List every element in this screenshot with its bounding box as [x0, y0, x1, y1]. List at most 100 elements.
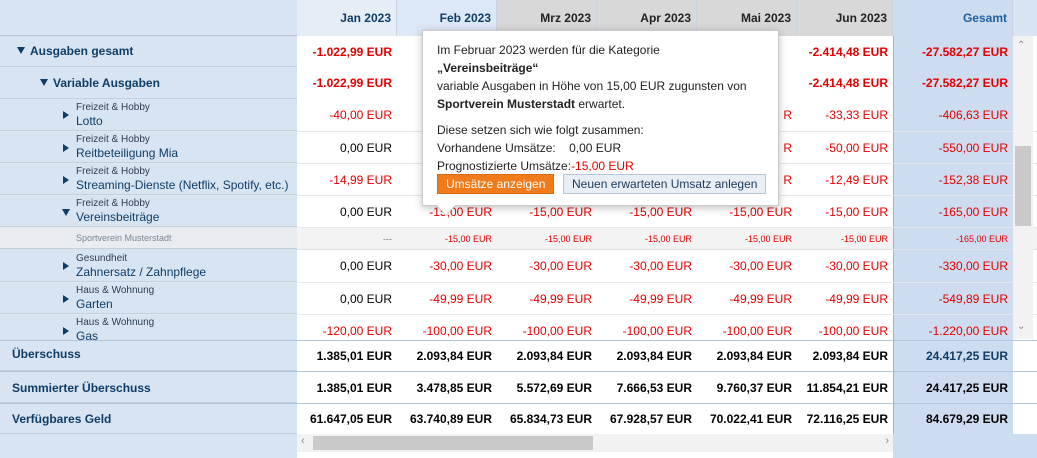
- show-transactions-button[interactable]: Umsätze anzeigen: [437, 174, 555, 194]
- cell-value[interactable]: -120,00 EUR: [322, 324, 392, 338]
- collapse-triangle-icon[interactable]: [17, 47, 25, 54]
- row-label[interactable]: Variable Ausgaben: [0, 67, 297, 99]
- table-row[interactable]: Haus & Wohnung Gas -120,00 EUR -100,00 E…: [0, 315, 1037, 340]
- cell-value[interactable]: -15,00 EUR: [529, 204, 592, 219]
- row-label[interactable]: Freizeit & Hobby Streaming-Dienste (Netf…: [0, 164, 297, 195]
- cell-total: -330,00 EUR: [893, 250, 1013, 282]
- cell-value[interactable]: -100,00 EUR: [622, 324, 692, 338]
- cell-total: 24.417,25 EUR: [893, 372, 1013, 403]
- cell-value[interactable]: 0,00 EUR: [339, 204, 392, 219]
- cell-value[interactable]: -15,00 EUR: [840, 233, 888, 244]
- cell-value[interactable]: -100,00 EUR: [522, 324, 592, 338]
- table-row[interactable]: Haus & Wohnung Garten 0,00 EUR -49,99 EU…: [0, 283, 1037, 315]
- table-row-sub[interactable]: Sportverein Musterstadt --- -15,00 EUR -…: [0, 228, 1037, 250]
- row-label[interactable]: Freizeit & Hobby Lotto: [0, 99, 297, 131]
- table-row[interactable]: Freizeit & Hobby Streaming-Dienste (Netf…: [0, 164, 1037, 196]
- cell-value[interactable]: -30,00 EUR: [529, 259, 592, 273]
- cell-value[interactable]: 0,00 EUR: [339, 259, 392, 273]
- cell-value[interactable]: -30,00 EUR: [729, 259, 792, 273]
- scroll-thumb[interactable]: [1015, 146, 1031, 226]
- cell-value[interactable]: -30,00 EUR: [629, 259, 692, 273]
- cell-value: -1.022,99 EUR: [312, 44, 392, 59]
- expand-triangle-icon[interactable]: [63, 262, 69, 270]
- col-header-jan[interactable]: Jan 2023: [297, 0, 397, 36]
- table-row[interactable]: Variable Ausgaben -1.022,99 EUR -2 -2.41…: [0, 67, 1037, 99]
- row-label[interactable]: Ausgaben gesamt: [0, 36, 297, 67]
- cell-value[interactable]: -49,99 EUR: [629, 291, 692, 306]
- cell-value[interactable]: -15,00 EUR: [544, 233, 592, 244]
- scroll-thumb[interactable]: [313, 436, 593, 450]
- summary-label: Überschuss: [0, 341, 297, 371]
- cell-value[interactable]: -49,99 EUR: [825, 291, 888, 306]
- cell-value[interactable]: 0,00 EUR: [339, 291, 392, 306]
- cell-value[interactable]: -100,00 EUR: [818, 324, 888, 338]
- row-label[interactable]: Haus & Wohnung Gas: [0, 315, 297, 340]
- cell-value[interactable]: -100,00 EUR: [422, 324, 492, 338]
- cell-value[interactable]: R: [783, 140, 792, 155]
- cell-total: -1.220,00 EUR: [893, 315, 1013, 340]
- cell-total: -165,00 EUR: [893, 196, 1013, 227]
- cell-value[interactable]: -14,99 EUR: [329, 172, 392, 187]
- cell-value[interactable]: -49,99 EUR: [429, 291, 492, 306]
- horizontal-scrollbar[interactable]: ‹ ›: [297, 434, 893, 452]
- cell-total: -165,00 EUR: [893, 228, 1013, 249]
- cell-value: -2.414,48 EUR: [808, 76, 888, 90]
- vertical-scrollbar[interactable]: ⌃ ⌄: [1013, 36, 1033, 339]
- cell-value[interactable]: -15,00 EUR: [644, 233, 692, 244]
- collapse-triangle-icon[interactable]: [40, 79, 48, 86]
- cell-value[interactable]: -15,00 EUR: [729, 204, 792, 219]
- summary-row: Verfügbares Geld 61.647,05 EUR 63.740,89…: [0, 403, 1037, 434]
- cell-value[interactable]: -15,00 EUR: [825, 204, 888, 219]
- cell-value: 65.834,73 EUR: [509, 412, 592, 426]
- cell-value: 11.854,21 EUR: [806, 380, 888, 395]
- expand-triangle-icon[interactable]: [63, 295, 69, 303]
- new-expected-transaction-button[interactable]: Neuen erwarteten Umsatz anlegen: [563, 174, 767, 194]
- tooltip-category: „Vereinsbeiträge“: [437, 61, 539, 75]
- cell-value[interactable]: -12,49 EUR: [825, 172, 888, 187]
- expand-triangle-icon[interactable]: [63, 111, 69, 119]
- expand-triangle-icon[interactable]: [63, 176, 69, 184]
- scroll-right-icon[interactable]: ›: [885, 435, 889, 447]
- cell-value[interactable]: -33,33 EUR: [825, 108, 888, 122]
- cell-total: -406,63 EUR: [893, 99, 1013, 131]
- tooltip-label: Prognostizierte Umsätze:: [437, 159, 572, 173]
- row-label[interactable]: Freizeit & Hobby Reitbeteiligung Mia: [0, 132, 297, 163]
- cell-value[interactable]: -30,00 EUR: [825, 259, 888, 273]
- cell-value[interactable]: -30,00 EUR: [429, 259, 492, 273]
- table-row[interactable]: Freizeit & Hobby Vereinsbeiträge 0,00 EU…: [0, 196, 1037, 228]
- row-label[interactable]: Gesundheit Zahnersatz / Zahnpflege: [0, 250, 297, 282]
- cell-value: 3.478,85 EUR: [416, 380, 492, 395]
- cell-value[interactable]: R: [783, 108, 792, 122]
- scroll-down-icon[interactable]: ⌄: [1017, 321, 1026, 332]
- cell-value[interactable]: -40,00 EUR: [329, 108, 392, 122]
- cell-value: 63.740,89 EUR: [409, 412, 492, 426]
- table-row[interactable]: Freizeit & Hobby Lotto -40,00 EUR R -33,…: [0, 99, 1037, 132]
- cell-value[interactable]: -15,00 EUR: [444, 233, 492, 244]
- expand-triangle-icon[interactable]: [63, 144, 69, 152]
- cell-value: 5.572,69 EUR: [516, 380, 592, 395]
- expand-triangle-icon[interactable]: [63, 327, 69, 335]
- cell-value[interactable]: -100,00 EUR: [722, 324, 792, 338]
- cell-value[interactable]: -49,99 EUR: [529, 291, 592, 306]
- collapse-triangle-icon[interactable]: [62, 209, 70, 216]
- cell-value[interactable]: 0,00 EUR: [339, 140, 392, 155]
- cell-value[interactable]: -15,00 EUR: [744, 233, 792, 244]
- table-row[interactable]: Ausgaben gesamt -1.022,99 EUR -2 -2.414,…: [0, 36, 1037, 67]
- row-label[interactable]: Haus & Wohnung Garten: [0, 283, 297, 314]
- cell-value[interactable]: -50,00 EUR: [825, 140, 888, 155]
- column-header-row: Jan 2023 Feb 2023 Mrz 2023 Apr 2023 Mai …: [0, 0, 1037, 36]
- scroll-left-icon[interactable]: ‹: [301, 435, 305, 447]
- col-header-jun[interactable]: Jun 2023: [797, 0, 893, 36]
- scroll-up-icon[interactable]: ⌃: [1017, 40, 1026, 51]
- tooltip-line-3: Sportverein Musterstadt erwartet.: [437, 95, 764, 113]
- cell-value[interactable]: -49,99 EUR: [729, 291, 792, 306]
- cell-value: 1.385,01 EUR: [316, 380, 392, 395]
- cell-value[interactable]: R: [783, 172, 792, 187]
- row-label[interactable]: Freizeit & Hobby Vereinsbeiträge: [0, 196, 297, 227]
- cell-value[interactable]: -15,00 EUR: [629, 204, 692, 219]
- row-label[interactable]: Sportverein Musterstadt: [0, 228, 297, 249]
- table-row[interactable]: Gesundheit Zahnersatz / Zahnpflege 0,00 …: [0, 250, 1037, 283]
- cell-total: -550,00 EUR: [893, 132, 1013, 163]
- row-name: Überschuss: [12, 347, 81, 361]
